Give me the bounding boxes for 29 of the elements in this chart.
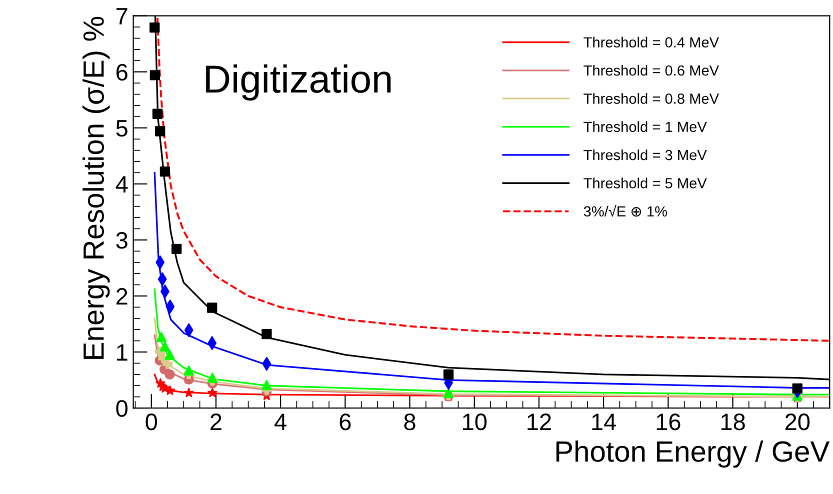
y-tick-label: 7	[116, 8, 128, 24]
legend-label: Threshold = 0.8 MeV	[584, 93, 719, 104]
x-tick-label: 0	[146, 414, 158, 430]
legend-label: 3%/√E ⊕ 1%	[584, 204, 668, 217]
x-tick-label: 4	[274, 414, 286, 430]
y-tick-label: 3	[116, 232, 128, 249]
y-tick-label: 4	[116, 176, 128, 192]
legend-label: Threshold = 0.6 MeV	[584, 64, 719, 76]
x-tick-label: 8	[404, 414, 416, 430]
x-tick-label: 16	[656, 414, 680, 430]
x-tick-label: 10	[463, 414, 487, 430]
legend-label: Threshold = 1 MeV	[584, 121, 707, 132]
x-tick-label: 20	[785, 414, 810, 430]
y-axis-title: Energy Resolution (σ/E) %	[82, 16, 110, 359]
y-tick-label: 0	[116, 400, 128, 417]
y-tick-label: 6	[116, 64, 128, 81]
x-tick-label: 2	[210, 414, 222, 430]
annotation: Digitization	[206, 64, 391, 101]
legend-label: Threshold = 0.4 MeV	[584, 36, 719, 48]
x-tick-label: 6	[340, 414, 351, 430]
x-tick-label: 18	[721, 414, 745, 430]
x-axis-title: Photon Energy / GeV	[556, 440, 830, 468]
legend-label: Threshold = 5 MeV	[584, 178, 707, 188]
y-tick-label: 2	[116, 288, 128, 305]
y-tick-label: 1	[117, 344, 128, 361]
y-tick-label: 5	[116, 120, 128, 137]
legend-label: Threshold = 3 MeV	[584, 149, 707, 160]
x-tick-label: 14	[592, 414, 616, 430]
x-tick-label: 12	[528, 414, 551, 430]
